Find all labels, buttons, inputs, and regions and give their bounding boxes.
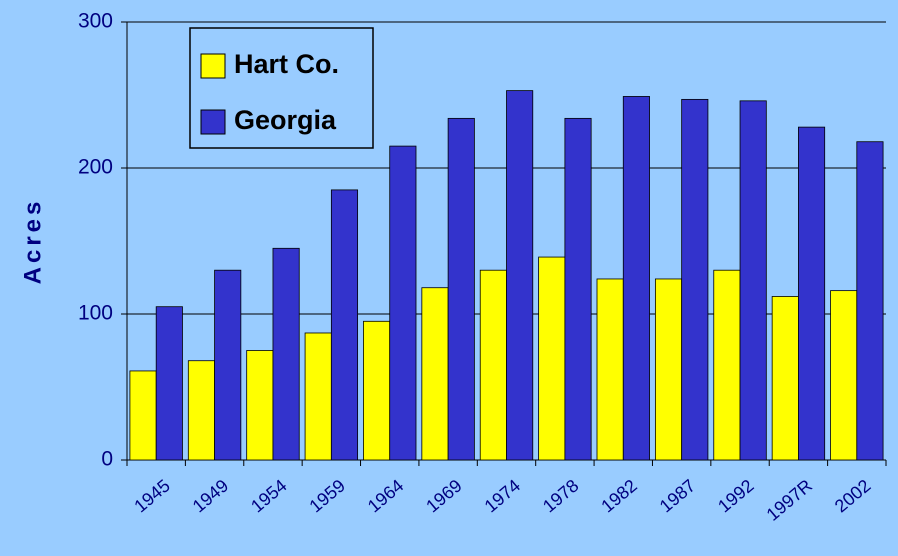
legend-label: Hart Co. <box>234 49 339 79</box>
y-axis-label: Acres <box>19 198 46 285</box>
x-tick-label: 1992 <box>714 475 758 516</box>
bar <box>564 117 592 461</box>
x-tick-label: 1974 <box>481 475 525 516</box>
x-tick-label: 1954 <box>247 475 291 516</box>
bar <box>304 332 332 461</box>
bar <box>187 360 215 461</box>
x-tick-label: 1969 <box>422 475 466 516</box>
x-tick-label: 1978 <box>539 475 583 516</box>
y-tick-label: 100 <box>78 302 113 325</box>
x-tick-label: 1997R <box>763 475 816 524</box>
bar <box>681 98 709 461</box>
bar <box>421 287 449 461</box>
bar <box>447 117 475 461</box>
x-tick-label: 1964 <box>364 475 408 516</box>
bar <box>330 189 359 461</box>
x-tick-label: 2002 <box>831 475 875 516</box>
bar <box>363 320 391 461</box>
legend-box <box>189 27 374 149</box>
x-tick-label: 1945 <box>130 475 174 516</box>
bar <box>771 296 799 461</box>
bar <box>155 306 183 461</box>
bar <box>246 350 274 461</box>
bar <box>506 90 534 461</box>
bar <box>389 145 417 461</box>
x-tick-label: 1987 <box>656 475 700 516</box>
bar <box>856 141 884 461</box>
bar <box>830 290 858 461</box>
y-tick-label: 0 <box>101 448 113 471</box>
y-tick-label: 300 <box>78 10 113 33</box>
bar <box>479 269 507 461</box>
legend-swatch <box>200 109 226 135</box>
bar <box>739 100 767 461</box>
legend-label: Georgia <box>234 105 337 135</box>
bar <box>596 278 624 461</box>
bar <box>713 269 741 461</box>
bar <box>798 126 826 461</box>
bar <box>272 247 300 461</box>
bar <box>622 96 650 461</box>
bar <box>129 370 157 461</box>
x-tick-label: 1982 <box>597 475 641 516</box>
legend-swatch <box>200 53 226 79</box>
bar <box>538 256 566 461</box>
bar <box>214 269 242 461</box>
x-tick-label: 1959 <box>305 475 349 516</box>
y-tick-label: 200 <box>78 156 113 179</box>
bar <box>654 278 683 461</box>
x-tick-label: 1949 <box>189 475 233 516</box>
